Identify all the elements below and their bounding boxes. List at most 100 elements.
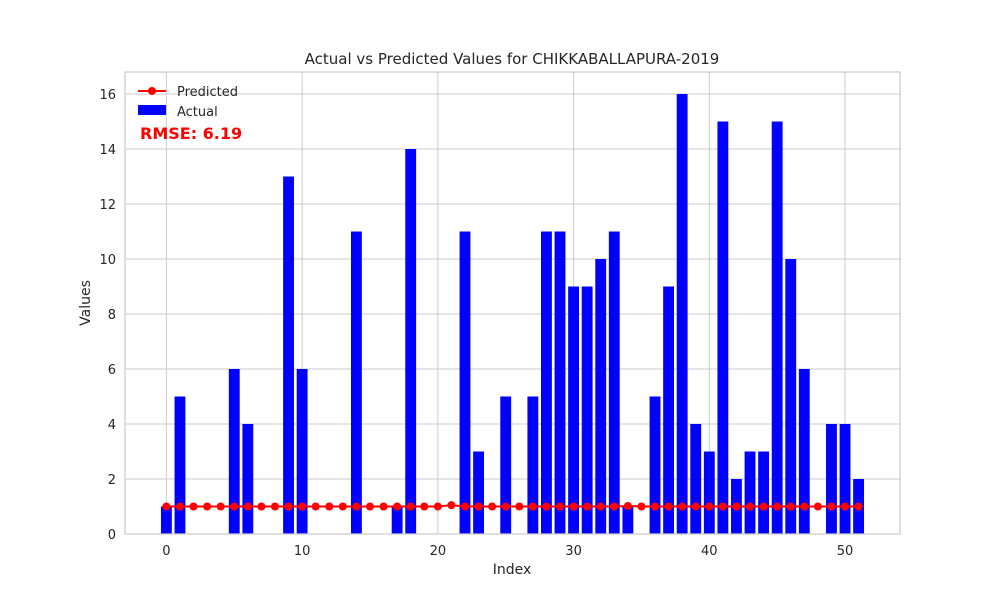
actual-bar xyxy=(391,506,403,534)
predicted-point xyxy=(813,502,822,511)
actual-bar xyxy=(785,259,797,534)
actual-bar xyxy=(527,396,539,534)
predicted-point xyxy=(637,502,646,511)
legend-predicted-label: Predicted xyxy=(177,85,238,100)
predicted-point xyxy=(352,502,361,511)
actual-bar xyxy=(554,231,566,534)
predicted-point xyxy=(596,502,605,511)
predicted-point xyxy=(569,502,578,511)
predicted-point xyxy=(854,502,863,511)
predicted-point xyxy=(433,502,442,511)
actual-bar xyxy=(595,259,607,534)
actual-bar xyxy=(500,396,512,534)
x-tick-label: 20 xyxy=(430,544,447,559)
predicted-point xyxy=(257,502,266,511)
predicted-point xyxy=(420,502,429,511)
predicted-point xyxy=(311,502,320,511)
predicted-point xyxy=(732,502,741,511)
actual-bar xyxy=(826,424,837,534)
actual-bar xyxy=(649,396,661,534)
predicted-point xyxy=(447,501,456,510)
actual-bar xyxy=(717,121,729,534)
chart-title: Actual vs Predicted Values for CHIKKABAL… xyxy=(305,50,720,68)
y-axis-label: Values xyxy=(78,280,94,326)
legend-predicted-marker-icon xyxy=(148,87,156,95)
predicted-point xyxy=(827,502,836,511)
actual-bar xyxy=(690,424,702,534)
predicted-point xyxy=(243,502,252,511)
predicted-point xyxy=(284,502,293,511)
predicted-point xyxy=(162,502,171,511)
y-tick-label: 14 xyxy=(99,143,116,158)
predicted-point xyxy=(406,502,415,511)
actual-bar xyxy=(242,424,254,534)
predicted-series-line xyxy=(166,504,859,508)
actual-bars xyxy=(160,94,865,534)
actual-bar xyxy=(663,286,675,534)
predicted-point xyxy=(298,502,307,511)
predicted-point xyxy=(664,502,673,511)
predicted-point xyxy=(515,502,524,511)
predicted-point xyxy=(746,502,755,511)
y-tick-label: 16 xyxy=(99,88,116,103)
x-axis-label: Index xyxy=(493,562,532,578)
predicted-point xyxy=(474,502,483,511)
x-tick-label: 0 xyxy=(162,544,170,559)
y-tick-label: 2 xyxy=(108,473,116,488)
predicted-line xyxy=(162,501,863,511)
y-tick-label: 4 xyxy=(108,418,116,433)
y-tick-label: 12 xyxy=(99,198,116,213)
predicted-point xyxy=(189,502,198,511)
predicted-point xyxy=(528,502,537,511)
predicted-point xyxy=(786,502,795,511)
y-tick-label: 8 xyxy=(108,308,116,323)
actual-bar xyxy=(405,149,417,534)
legend-actual-swatch-icon xyxy=(138,105,166,115)
rmse-annotation: RMSE: 6.19 xyxy=(140,124,242,143)
actual-bar xyxy=(174,396,186,534)
actual-bar xyxy=(608,231,620,534)
predicted-point xyxy=(338,502,347,511)
actual-bar xyxy=(622,506,634,534)
x-tick-label: 50 xyxy=(837,544,854,559)
predicted-point xyxy=(610,502,619,511)
tick-labels: 0 2 4 6 8 10 12 14 16 0 10 20 30 40 50 xyxy=(99,88,853,559)
predicted-point xyxy=(718,502,727,511)
predicted-point xyxy=(325,502,334,511)
actual-bar xyxy=(160,506,172,534)
actual-bar xyxy=(703,451,715,534)
actual-bar xyxy=(568,286,580,534)
predicted-point xyxy=(203,502,212,511)
actual-bar xyxy=(581,286,593,534)
actual-bar xyxy=(283,176,294,534)
predicted-point xyxy=(556,502,565,511)
actual-bar xyxy=(473,451,484,534)
predicted-point xyxy=(773,502,782,511)
predicted-point xyxy=(705,502,714,511)
predicted-point xyxy=(460,502,469,511)
actual-bar xyxy=(798,369,810,534)
predicted-point xyxy=(270,502,279,511)
predicted-point xyxy=(501,502,510,511)
predicted-point xyxy=(542,502,551,511)
x-tick-label: 30 xyxy=(565,544,582,559)
actual-bar xyxy=(758,451,770,534)
predicted-point xyxy=(230,502,239,511)
legend-actual-label: Actual xyxy=(177,105,218,120)
predicted-point xyxy=(678,502,687,511)
x-tick-label: 10 xyxy=(294,544,311,559)
actual-bar xyxy=(771,121,783,534)
predicted-point xyxy=(841,502,850,511)
actual-bar xyxy=(350,231,362,534)
actual-bar xyxy=(839,424,851,534)
predicted-point xyxy=(393,502,402,511)
predicted-point xyxy=(759,502,768,511)
predicted-point xyxy=(651,502,660,511)
predicted-point xyxy=(583,502,592,511)
axes-frame xyxy=(124,71,901,535)
predicted-point xyxy=(379,502,388,511)
predicted-point xyxy=(623,501,632,510)
y-tick-label: 6 xyxy=(108,363,116,378)
y-tick-label: 10 xyxy=(99,253,116,268)
predicted-point xyxy=(800,502,809,511)
